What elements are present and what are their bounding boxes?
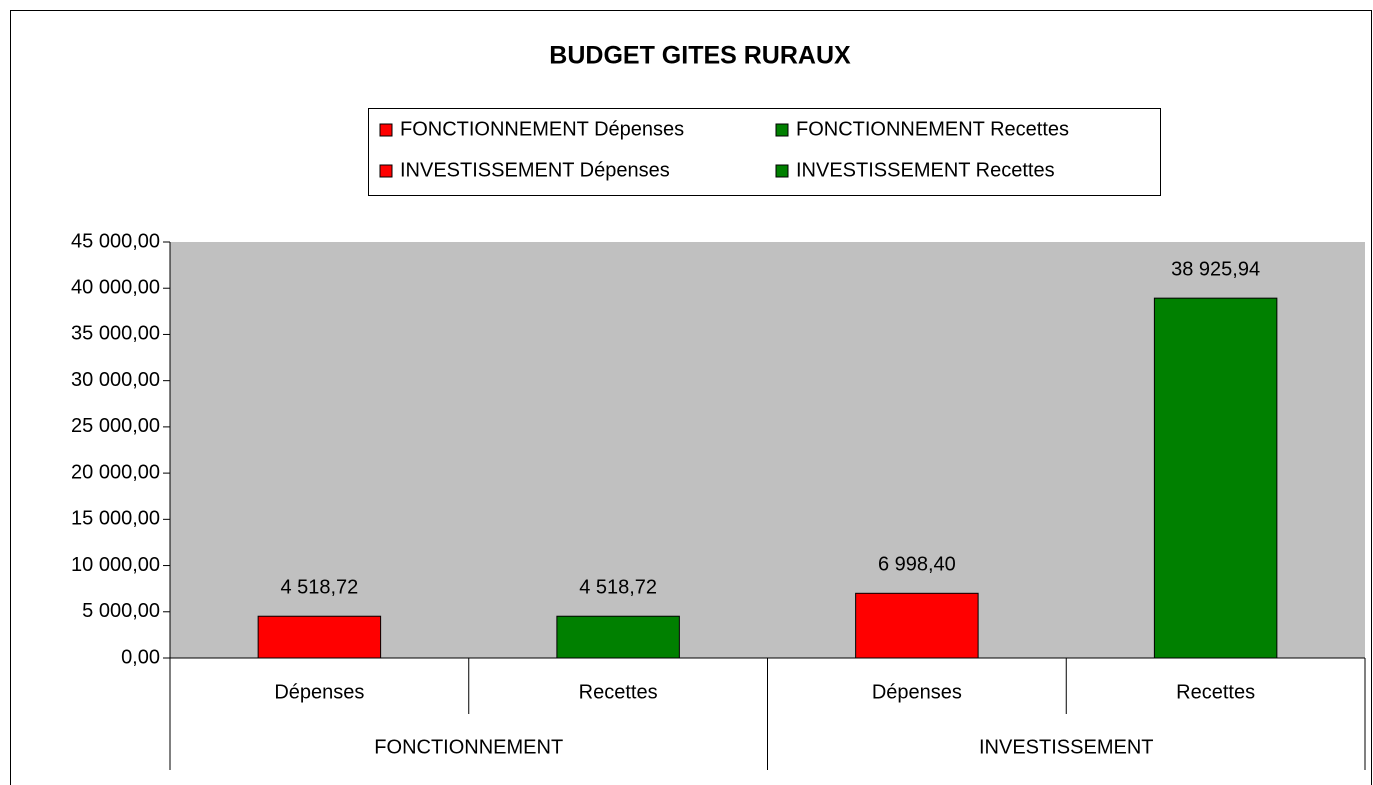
y-tick-label: 10 000,00: [71, 554, 160, 576]
y-tick-label: 30 000,00: [71, 369, 160, 391]
x-tick-label: Dépenses: [872, 681, 962, 703]
bar: [556, 615, 680, 659]
bar: [257, 615, 382, 659]
legend-swatch: [379, 164, 393, 178]
group-label: FONCTIONNEMENT: [374, 736, 563, 758]
bar: [1153, 297, 1278, 659]
legend-swatch: [775, 164, 789, 178]
data-label: 4 518,72: [579, 577, 657, 599]
data-label: 4 518,72: [280, 577, 358, 599]
chart-title: BUDGET GITES RURAUX: [549, 42, 851, 70]
y-tick-label: 5 000,00: [82, 600, 160, 622]
group-label: INVESTISSEMENT: [979, 736, 1153, 758]
bar: [855, 592, 979, 659]
y-tick-label: 20 000,00: [71, 461, 160, 483]
legend-label: FONCTIONNEMENT Recettes: [796, 118, 1069, 140]
legend-box: [368, 108, 1161, 196]
legend-label: FONCTIONNEMENT Dépenses: [400, 118, 684, 140]
y-tick-label: 0,00: [121, 646, 160, 668]
legend-swatch: [775, 123, 789, 137]
x-tick-label: Dépenses: [274, 681, 364, 703]
data-label: 38 925,94: [1171, 258, 1260, 280]
y-tick-label: 35 000,00: [71, 323, 160, 345]
y-tick-label: 45 000,00: [71, 230, 160, 252]
y-tick-label: 15 000,00: [71, 508, 160, 530]
x-tick-label: Recettes: [1176, 681, 1255, 703]
y-tick-label: 40 000,00: [71, 277, 160, 299]
x-tick-label: Recettes: [579, 681, 658, 703]
legend-label: INVESTISSEMENT Recettes: [796, 159, 1055, 181]
y-tick-label: 25 000,00: [71, 415, 160, 437]
data-label: 6 998,40: [878, 554, 956, 576]
legend-swatch: [379, 123, 393, 137]
legend-label: INVESTISSEMENT Dépenses: [400, 159, 670, 181]
